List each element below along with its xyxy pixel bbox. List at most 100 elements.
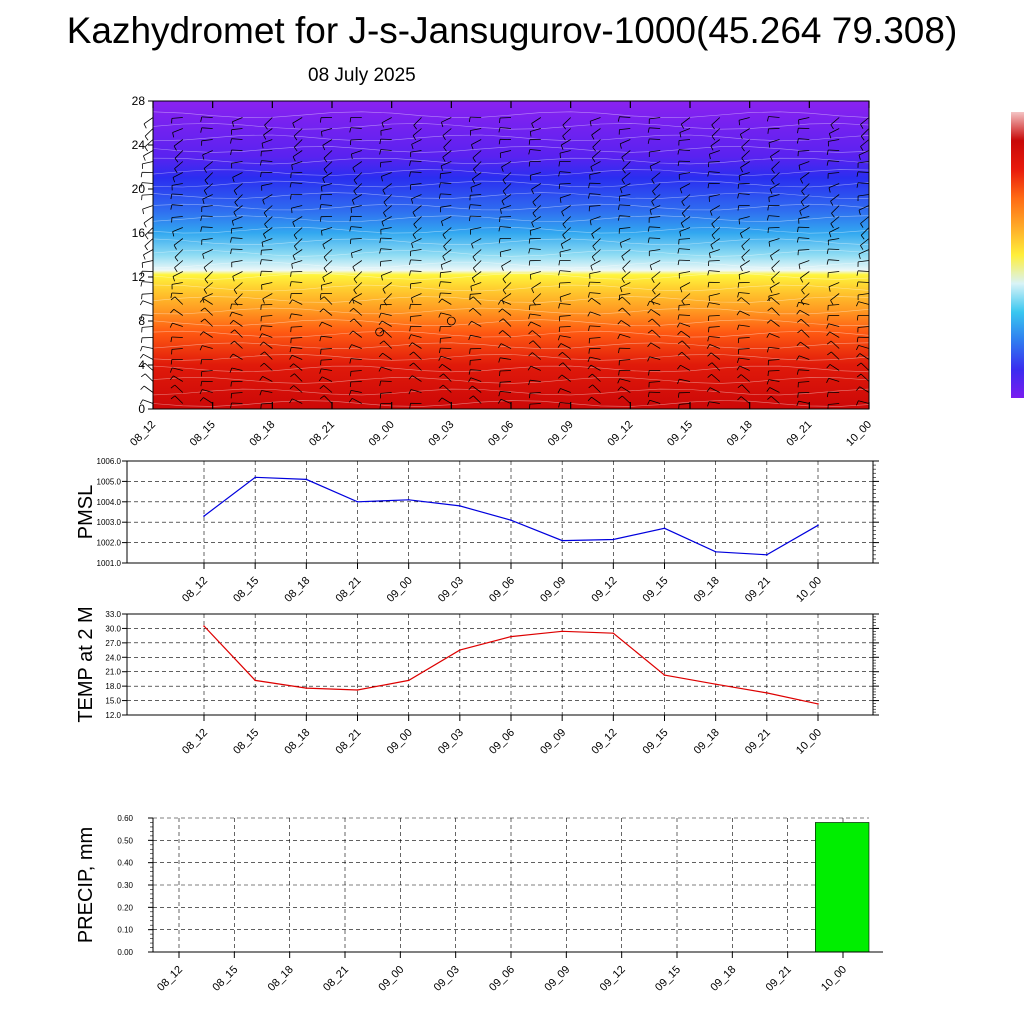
wind-barb-flag [709,154,711,160]
wind-barb-flag [204,180,209,185]
data-point [561,539,563,542]
wind-barb-flag [442,256,446,261]
wind-barb [620,386,631,393]
wind-barb [592,384,601,393]
wind-barb [350,226,362,228]
wind-barb-flag [468,377,472,383]
wind-barb-flag [140,271,143,277]
wind-barb-flag [707,270,710,276]
wind-barb [621,271,631,279]
wind-barb [860,373,870,382]
wind-barb-flag [618,395,623,400]
wind-barb-flag [737,374,742,379]
wind-barb [741,238,750,247]
wind-barb [234,194,243,203]
wind-barb [410,282,422,285]
wind-barb-flag [140,172,143,178]
data-point [356,501,359,503]
wind-barb [619,333,631,338]
wind-barb [591,249,601,258]
wind-barb [174,395,184,404]
wind-barb-flag [677,364,681,370]
wind-barb-flag [737,324,740,330]
wind-barb-flag [260,271,262,277]
wind-barb [141,194,154,196]
wind-barb [381,271,392,276]
wind-barb-flag [527,365,532,371]
wind-barb [143,353,154,360]
x-tick-label: 09_12 [598,964,628,994]
wind-barb-flag [229,320,234,325]
wind-barb-flag [532,201,537,207]
wind-barb-flag [143,123,147,129]
wind-barb [174,249,184,258]
wind-barb-flag [412,234,417,240]
wind-barb [529,392,541,394]
wind-barb-flag [528,161,531,167]
wind-barb [619,359,631,361]
wind-barb [292,150,303,158]
wind-barb [413,216,422,225]
x-tick-label: 08_12 [180,575,210,605]
wind-barb-flag [408,334,412,340]
wind-barb-flag [378,352,383,358]
wind-barb [261,333,273,338]
wind-barb [411,238,422,244]
wind-barb-flag [290,327,292,333]
wind-barb [560,194,571,199]
wind-barb [410,389,422,393]
wind-barb [441,363,452,371]
isoline [152,238,870,246]
x-tick-label: 09_15 [641,575,671,605]
wind-barb [203,260,213,268]
x-tick-label: 09_09 [542,964,572,994]
wind-barb-flag [796,341,801,346]
x-tick-label: 09_00 [385,727,415,757]
wind-barb-flag [382,189,386,195]
wind-barb-flag [826,364,831,369]
wind-barb [144,128,154,137]
wind-barb [380,161,392,163]
wind-barb-flag [856,373,862,378]
wind-barb [649,205,661,211]
wind-barb [589,356,601,360]
wind-barb-flag [797,329,802,334]
wind-barb [858,260,870,263]
wind-barb-flag [830,223,834,229]
isoline [152,307,870,315]
wind-barb [174,260,184,269]
wind-barb-flag [796,401,799,407]
wind-barb [231,260,243,263]
wind-barb-flag [679,132,682,138]
isoline [152,354,870,361]
wind-barb-flag [588,373,593,378]
wind-barb-flag [527,321,532,327]
wind-barb [232,172,243,178]
wind-barb [619,227,631,230]
x-tick-label: 08_12 [155,964,185,994]
wind-barb-flag [529,274,532,280]
wind-barb [619,293,631,296]
wind-barb-flag [320,117,322,123]
wind-barb-flag [711,234,716,240]
wind-barb [320,204,333,206]
wind-barb [830,117,840,126]
isoline [152,273,870,280]
wind-barb [860,238,870,246]
isoline [152,296,870,303]
wind-barb-flag [647,329,653,334]
wind-barb-flag [199,397,204,402]
wind-barb-flag [528,313,531,319]
wind-barb-flag [587,356,591,362]
wind-barb-flag [738,274,741,280]
wind-barb-flag [259,160,262,166]
wind-barb-flag [230,381,232,387]
wind-barb [768,293,780,297]
wind-barb [442,150,452,158]
wind-barb-flag [766,319,772,324]
isoline [152,192,870,199]
wind-barb-flag [232,177,235,183]
wind-barb [380,392,392,394]
wind-barb [499,370,512,372]
wind-barb-flag [170,292,173,298]
